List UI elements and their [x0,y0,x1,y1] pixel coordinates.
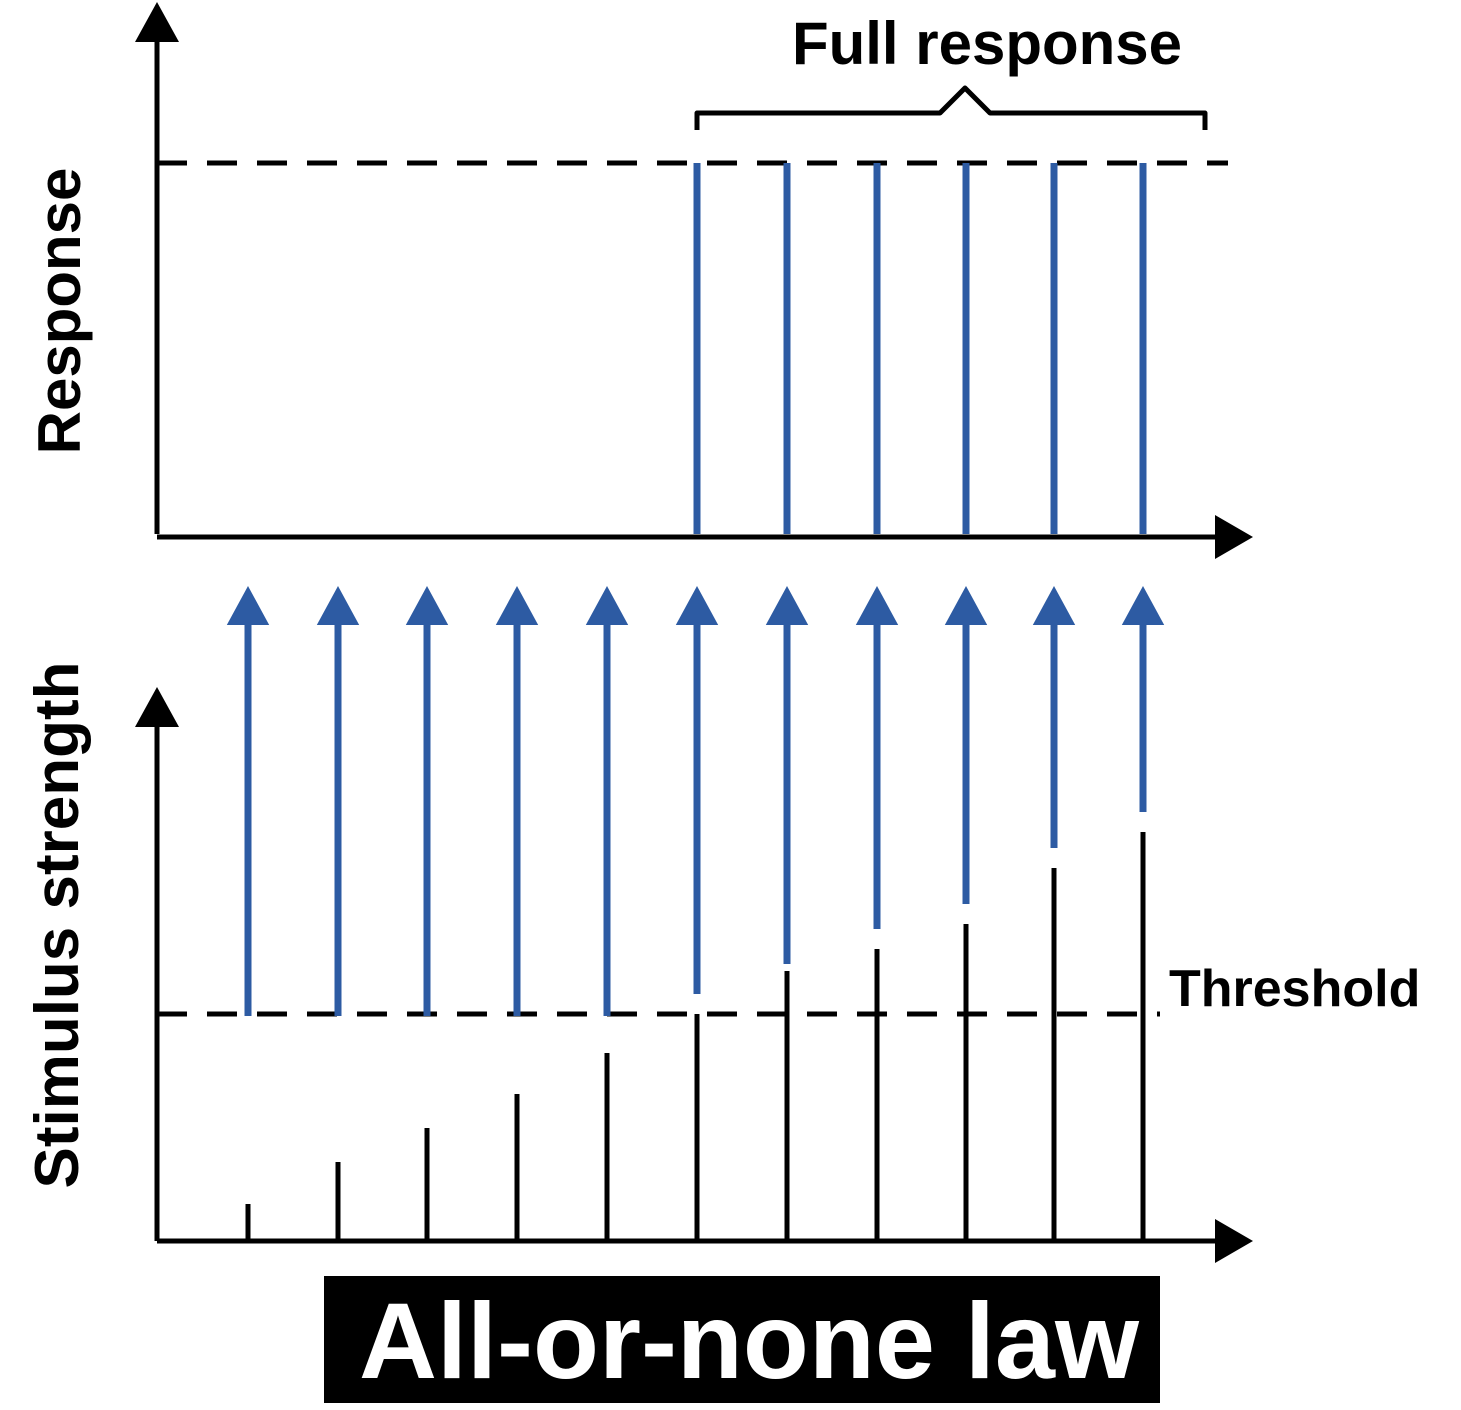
svg-text:Full response: Full response [792,10,1182,77]
svg-text:Stimulus strength: Stimulus strength [23,661,92,1188]
svg-text:Threshold: Threshold [1169,960,1420,1018]
svg-text:Response: Response [26,168,93,455]
svg-text:All-or-none law: All-or-none law [359,1280,1140,1401]
